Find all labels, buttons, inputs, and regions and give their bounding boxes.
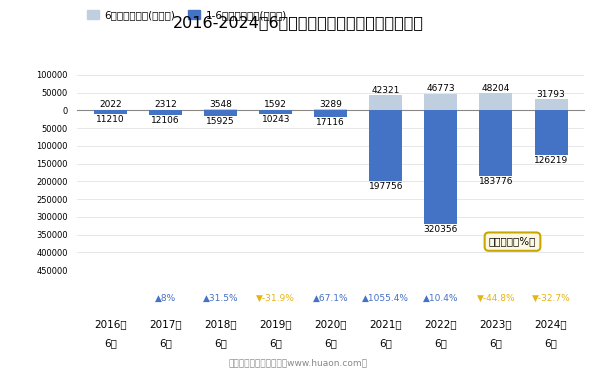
Bar (149, 111, 182, 115)
Text: 10243: 10243 (262, 115, 290, 124)
Text: ▲8%: ▲8% (155, 294, 176, 303)
Text: 3289: 3289 (319, 100, 342, 109)
Bar (204, 111, 237, 116)
Text: 2022: 2022 (99, 100, 122, 109)
Bar (424, 111, 458, 224)
Text: 6月: 6月 (269, 338, 282, 348)
Text: 11210: 11210 (96, 116, 125, 124)
Text: 制图：华经产业研究院（www.huaon.com）: 制图：华经产业研究院（www.huaon.com） (228, 358, 368, 368)
Text: 6月: 6月 (214, 338, 227, 348)
Text: 2019年: 2019年 (259, 320, 292, 329)
Text: ▼-31.9%: ▼-31.9% (256, 294, 295, 303)
Text: 6月: 6月 (104, 338, 117, 348)
Text: 17116: 17116 (316, 118, 345, 127)
Text: 6月: 6月 (380, 338, 392, 348)
Text: 2312: 2312 (154, 100, 177, 109)
Text: ▲67.1%: ▲67.1% (313, 294, 349, 303)
Text: 2022年: 2022年 (424, 320, 457, 329)
Bar (259, 110, 292, 111)
Bar (479, 111, 513, 176)
Text: ▲31.5%: ▲31.5% (203, 294, 238, 303)
Text: 2017年: 2017年 (149, 320, 182, 329)
Text: 6月: 6月 (434, 338, 448, 348)
Bar (479, 93, 513, 111)
Text: ▲1055.4%: ▲1055.4% (362, 294, 409, 303)
Text: 同比增速（%）: 同比增速（%） (489, 237, 536, 247)
Text: 6月: 6月 (489, 338, 502, 348)
Text: 2020年: 2020年 (315, 320, 347, 329)
Text: 2016年: 2016年 (94, 320, 127, 329)
Legend: 6月进出口总额(万美元), 1-6月进出口总额(万美元): 6月进出口总额(万美元), 1-6月进出口总额(万美元) (83, 6, 291, 24)
Text: ▼-44.8%: ▼-44.8% (477, 294, 516, 303)
Text: 2018年: 2018年 (204, 320, 237, 329)
Bar (259, 111, 292, 114)
Text: 46773: 46773 (427, 84, 455, 93)
Text: 2023年: 2023年 (480, 320, 513, 329)
Bar (94, 110, 127, 111)
Text: 126219: 126219 (534, 156, 568, 165)
Bar (314, 111, 347, 117)
Text: 2016-2024年6月郑州经开综合保税区进出口总额: 2016-2024年6月郑州经开综合保税区进出口总额 (172, 15, 424, 30)
Text: 15925: 15925 (206, 117, 235, 126)
Text: ▼-32.7%: ▼-32.7% (532, 294, 570, 303)
Bar (94, 111, 127, 114)
Text: 320356: 320356 (424, 225, 458, 234)
Text: 197756: 197756 (368, 182, 403, 190)
Text: 12106: 12106 (151, 116, 180, 125)
Bar (535, 99, 567, 111)
Bar (535, 111, 567, 155)
Bar (424, 94, 458, 111)
Text: 48204: 48204 (482, 84, 510, 93)
Bar (204, 109, 237, 111)
Bar (370, 111, 402, 181)
Text: 42321: 42321 (372, 86, 400, 95)
Bar (370, 96, 402, 111)
Text: 6月: 6月 (545, 338, 557, 348)
Text: 2024年: 2024年 (535, 320, 567, 329)
Text: 183776: 183776 (479, 177, 513, 186)
Text: 3548: 3548 (209, 100, 232, 109)
Text: ▲10.4%: ▲10.4% (423, 294, 459, 303)
Text: 31793: 31793 (536, 90, 566, 99)
Text: 6月: 6月 (324, 338, 337, 348)
Bar (314, 109, 347, 111)
Text: 2021年: 2021年 (370, 320, 402, 329)
Bar (149, 110, 182, 111)
Text: 1592: 1592 (264, 100, 287, 109)
Text: 6月: 6月 (159, 338, 172, 348)
